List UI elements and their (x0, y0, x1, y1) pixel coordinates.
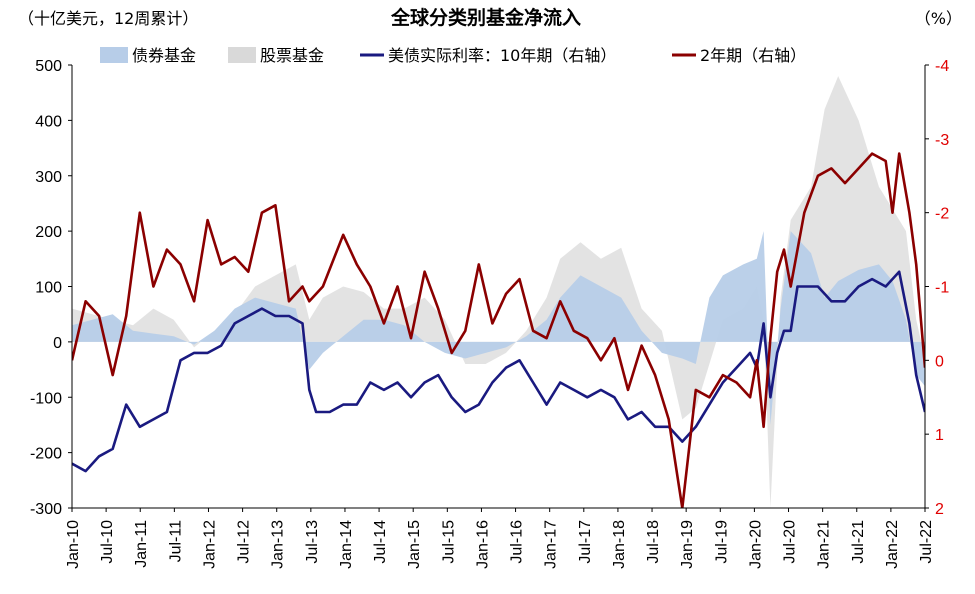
x-tick-label: Jul-19 (713, 520, 730, 564)
x-tick-label: Jan-12 (201, 520, 218, 569)
legend-real-rate-2y: 2年期（右轴） (672, 46, 806, 65)
x-tick-label: Jul-12 (236, 520, 253, 564)
legend-label: 股票基金 (260, 46, 324, 65)
right-axis-unit: （%） (915, 9, 962, 28)
left-axis-unit: （十亿美元，12周累计） (18, 9, 198, 28)
legend: 债券基金 股票基金 美债实际利率：10年期（右轴） 2年期（右轴） (100, 46, 806, 65)
right-tick-label: -1 (935, 280, 949, 297)
x-tick-label: Jan-14 (338, 520, 355, 569)
x-tick-label: Jan-10 (65, 520, 82, 569)
x-tick-label: Jul-13 (304, 520, 321, 564)
x-tick-label: Jan-19 (679, 520, 696, 569)
left-tick-label: 500 (35, 58, 62, 75)
left-tick-label: 300 (35, 169, 62, 186)
legend-bond-funds: 债券基金 (100, 46, 196, 65)
right-tick-label: -2 (935, 206, 949, 223)
x-tick-label: Jan-17 (543, 520, 560, 569)
legend-swatch (228, 47, 256, 63)
x-tick-label: Jan-13 (270, 520, 287, 569)
x-tick-label: Jul-21 (850, 520, 867, 564)
x-tick-label: Jul-20 (782, 520, 799, 564)
left-tick-label: -200 (30, 446, 62, 463)
left-tick-label: 200 (35, 224, 62, 241)
x-tick-label: Jan-22 (884, 520, 901, 569)
x-tick-label: Jul-10 (99, 520, 116, 564)
legend-label: 美债实际利率：10年期（右轴） (388, 46, 616, 65)
left-tick-label: 0 (53, 335, 62, 352)
right-tick-label: 2 (935, 501, 944, 518)
area-series-group (72, 76, 925, 508)
left-tick-label: -300 (30, 501, 62, 518)
area-bond-funds (72, 231, 925, 425)
x-tick-label: Jul-15 (440, 520, 457, 564)
left-tick-label: 400 (35, 113, 62, 130)
chart-title: 全球分类别基金净流入 (390, 6, 581, 29)
line-real-rate-2y (72, 152, 925, 508)
x-tick-label: Jul-11 (167, 520, 184, 562)
legend-label: 2年期（右轴） (700, 46, 806, 65)
x-tick-label: Jan-18 (611, 520, 628, 569)
legend-label: 债券基金 (132, 46, 196, 65)
x-tick-label: Jul-16 (509, 520, 526, 564)
x-tick-label: Jul-18 (645, 520, 662, 564)
right-tick-label: -4 (935, 58, 949, 75)
x-tick-label: Jul-14 (372, 520, 389, 564)
line-real-rate-10y (72, 270, 925, 473)
right-tick-label: 1 (935, 427, 944, 444)
x-tick-label: Jan-15 (406, 520, 423, 569)
x-tick-label: Jan-21 (816, 520, 833, 569)
x-tick-label: Jan-20 (747, 520, 764, 569)
legend-equity-funds: 股票基金 (228, 46, 324, 65)
x-tick-label: Jul-22 (918, 520, 935, 564)
x-tick-label: Jul-17 (577, 520, 594, 564)
line-series-group (72, 152, 925, 508)
left-tick-label: 100 (35, 280, 62, 297)
legend-swatch (100, 47, 128, 63)
right-tick-label: -3 (935, 132, 949, 149)
left-tick-label: -100 (30, 390, 62, 407)
axes-group: 5004003002001000-100-200-300-4-3-2-1012J… (30, 58, 949, 569)
right-tick-label: 0 (935, 353, 944, 370)
x-tick-label: Jan-16 (474, 520, 491, 569)
x-tick-label: Jan-11 (133, 520, 150, 568)
legend-real-rate-10y: 美债实际利率：10年期（右轴） (360, 46, 616, 65)
